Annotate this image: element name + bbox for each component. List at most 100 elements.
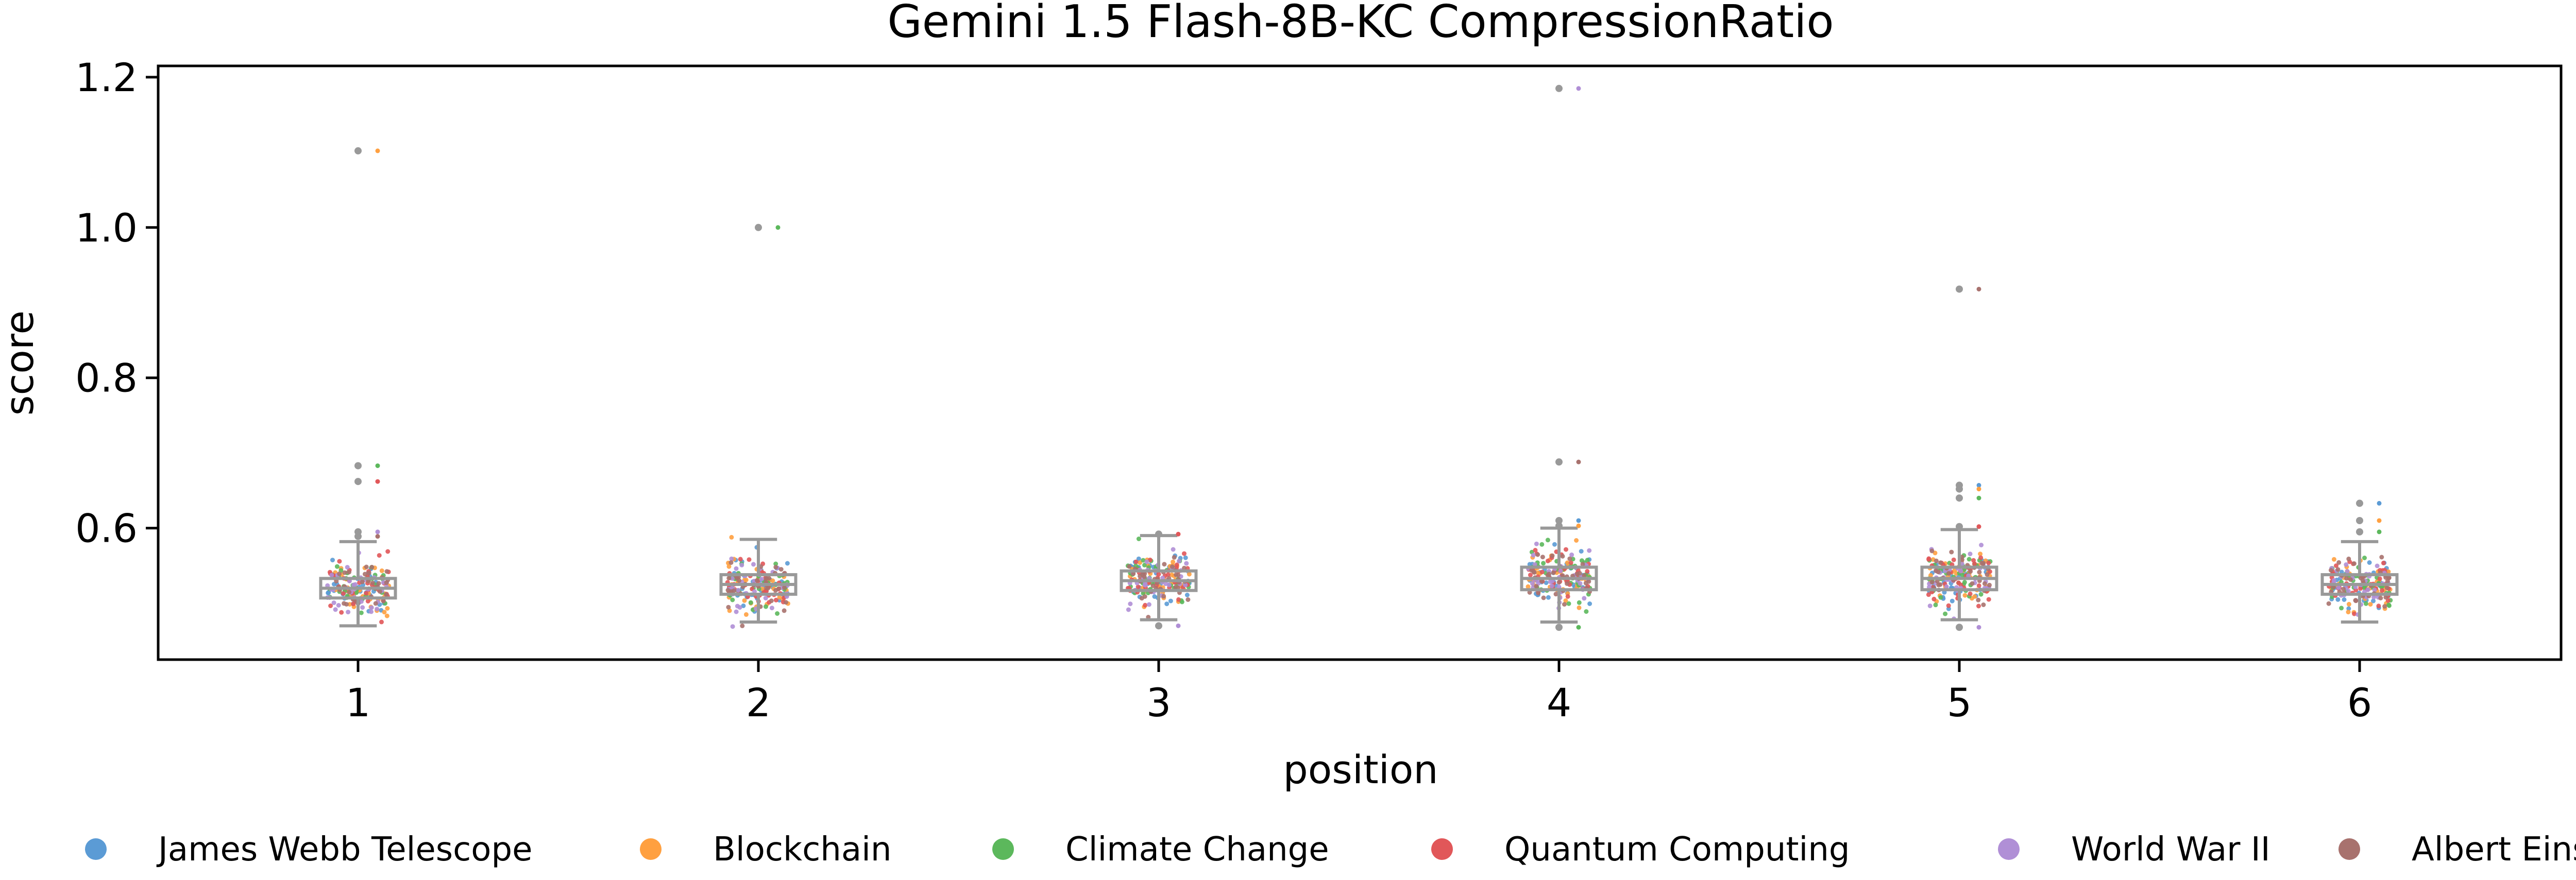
box-outlier [1155, 530, 1162, 538]
data-point [360, 605, 365, 610]
legend-label: Quantum Computing [1504, 831, 1850, 869]
data-point [333, 607, 338, 612]
data-point [1579, 558, 1584, 563]
data-point [1582, 573, 1587, 578]
data-point [1541, 561, 1546, 566]
data-point [766, 585, 770, 591]
data-point [1526, 584, 1531, 589]
data-point [1577, 605, 1582, 610]
data-point [2348, 577, 2353, 582]
data-point [1568, 560, 1573, 565]
data-point [752, 589, 757, 594]
data-point [1185, 597, 1191, 602]
data-point [1558, 568, 1563, 574]
data-point [1560, 573, 1565, 578]
data-point [1164, 601, 1170, 607]
x-tick-label: 1 [346, 680, 370, 726]
box-outlier [1956, 485, 1963, 493]
data-point [1976, 524, 1981, 529]
data-point [366, 571, 371, 576]
data-point [2358, 586, 2363, 591]
data-point [345, 565, 350, 570]
data-point [1172, 555, 1177, 560]
data-point [2345, 569, 2350, 574]
data-point [375, 607, 380, 612]
data-point [2353, 598, 2359, 603]
data-point [2352, 611, 2357, 616]
data-point [1540, 555, 1545, 560]
data-point [2381, 560, 2386, 565]
box-outlier [1956, 624, 1963, 631]
box-outlier [1555, 458, 1563, 466]
data-point [1576, 523, 1581, 528]
data-point [773, 561, 778, 566]
data-point [2384, 585, 2389, 590]
data-point [330, 558, 335, 563]
data-point [776, 586, 782, 591]
data-point [783, 600, 788, 605]
x-tick-label: 5 [1947, 680, 1972, 726]
data-point [375, 463, 380, 468]
data-point [1545, 558, 1550, 563]
legend-marker [640, 838, 662, 860]
data-point [346, 610, 351, 615]
data-point [1562, 602, 1567, 607]
data-point [1936, 570, 1941, 575]
data-point [342, 601, 347, 606]
data-point [2346, 610, 2351, 615]
data-point [1968, 569, 1973, 574]
data-point [1136, 584, 1141, 590]
legend-marker [1998, 838, 2020, 860]
data-point [1179, 599, 1184, 605]
data-point [726, 576, 732, 581]
data-point [730, 597, 735, 602]
data-point [1959, 557, 1964, 562]
box-plot [319, 147, 397, 628]
data-point [1569, 553, 1574, 557]
data-point [735, 603, 740, 609]
data-point [1576, 86, 1581, 91]
data-point [1565, 560, 1570, 565]
data-point [2379, 555, 2384, 560]
legend-marker [85, 838, 107, 860]
data-point [1576, 459, 1581, 464]
data-point [751, 562, 756, 567]
data-point [1183, 582, 1188, 588]
data-point [1533, 548, 1538, 553]
data-point [1976, 583, 1981, 588]
data-point [334, 564, 340, 569]
data-point [1982, 581, 1987, 586]
data-point [1166, 582, 1172, 588]
data-point [2336, 585, 2341, 590]
data-point [326, 591, 331, 596]
data-point [384, 592, 389, 597]
data-point [1184, 561, 1189, 566]
x-tick-label: 6 [2347, 680, 2372, 726]
data-point [339, 610, 344, 615]
x-axis-label: position [1283, 747, 1438, 792]
data-point [1131, 571, 1136, 576]
data-point [1968, 551, 1973, 557]
data-point [755, 578, 759, 583]
data-point [1150, 583, 1156, 588]
box-outlier [354, 462, 362, 470]
data-point [373, 601, 378, 606]
data-point [1978, 592, 1984, 597]
data-point [2382, 604, 2387, 609]
data-point [1981, 602, 1986, 607]
data-point [384, 569, 389, 574]
box-outlier [1956, 523, 1963, 530]
data-point [1142, 574, 1147, 579]
box-plot [1920, 285, 1998, 631]
data-point [1171, 547, 1176, 552]
data-point [2371, 598, 2376, 603]
data-point [1563, 598, 1568, 603]
data-point [369, 564, 375, 570]
data-point [1565, 594, 1570, 599]
y-axis-label: score [0, 310, 42, 416]
data-point [2344, 576, 2349, 581]
data-point [1958, 582, 1963, 588]
data-point [1545, 538, 1550, 543]
data-point [2335, 597, 2341, 602]
